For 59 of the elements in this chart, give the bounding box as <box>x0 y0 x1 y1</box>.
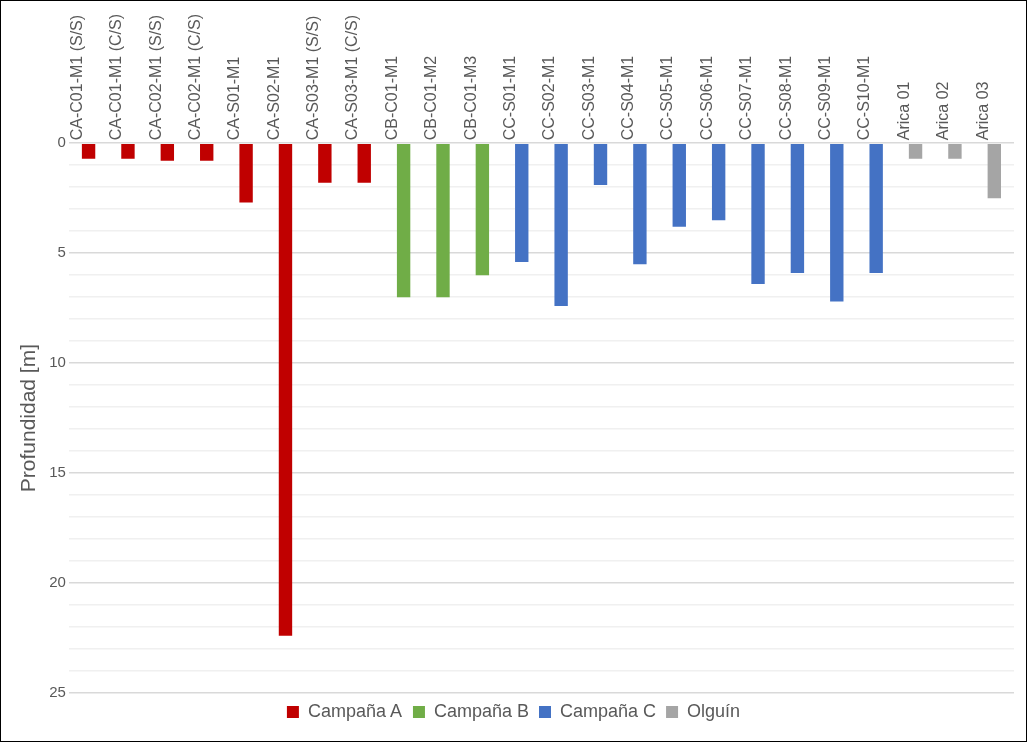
y-tick-label: 5 <box>57 243 66 261</box>
x-tick-label: Arica 03 <box>973 81 991 141</box>
x-tick-label: CC-S09-M1 <box>816 55 833 141</box>
bar <box>948 143 962 159</box>
bar <box>239 143 253 203</box>
bar <box>357 143 371 183</box>
x-tick-label: CC-S10-M1 <box>855 55 873 141</box>
x-tick-label: CC-S04-M1 <box>619 55 637 141</box>
bar <box>672 143 686 227</box>
bar <box>318 143 332 183</box>
bar <box>81 143 96 159</box>
x-tick-label: CA-S02-M1 <box>264 56 282 141</box>
x-tick-label: Arica 01 <box>894 81 912 141</box>
x-tick-label: Arica 02 <box>934 81 952 141</box>
bar <box>987 143 1002 199</box>
bar <box>711 143 726 221</box>
bar <box>830 143 844 302</box>
bar <box>554 143 568 306</box>
bar <box>396 143 411 298</box>
bar <box>908 143 923 159</box>
x-tick-label: CC-S05-M1 <box>658 55 676 141</box>
x-tick-label: CB-C01-M3 <box>461 55 479 141</box>
bar <box>436 143 450 298</box>
bar <box>160 143 175 161</box>
x-tick-label: CC-S01-M1 <box>500 55 518 141</box>
x-tick-label: CC-S08-M1 <box>776 55 794 141</box>
bar <box>751 143 765 284</box>
x-tick-label: CA-C01-M1 (S/S) <box>67 14 85 141</box>
legend-label: Campaña B <box>433 700 530 721</box>
bar <box>475 143 490 276</box>
x-tick-label: CC-S03-M1 <box>579 55 597 141</box>
y-tick-label: 10 <box>49 353 66 371</box>
x-tick-label: CC-S07-M1 <box>737 55 755 141</box>
x-tick-label: CA-C02-M1 (C/S) <box>185 14 203 141</box>
x-tick-label: CA-S03-M1 (C/S) <box>343 14 361 141</box>
x-tick-label: CA-S03-M1 (S/S) <box>304 15 322 141</box>
y-tick-label: 15 <box>49 463 66 481</box>
x-tick-label: CB-C01-M2 <box>422 55 440 141</box>
x-tick-label: CA-C02-M1 (S/S) <box>146 14 164 141</box>
bar <box>278 143 293 636</box>
legend-label: Campaña C <box>560 700 657 721</box>
y-tick-label: 0 <box>57 133 66 151</box>
legend-label: Olguín <box>687 700 741 721</box>
x-tick-label: CB-C01-M1 <box>382 55 400 141</box>
legend-label: Campaña A <box>307 700 402 721</box>
bar <box>633 143 647 265</box>
x-tick-label: CC-S02-M1 <box>540 55 558 141</box>
bar <box>790 143 805 273</box>
y-tick-label: 25 <box>49 683 66 701</box>
y-tick-label: 20 <box>49 573 66 591</box>
x-tick-label: CA-C01-M1 (C/S) <box>107 14 125 141</box>
bar <box>200 143 214 161</box>
bar <box>121 143 135 159</box>
bar <box>869 143 883 273</box>
bar <box>593 143 608 186</box>
bar <box>515 143 529 262</box>
x-tick-label: CA-S01-M1 <box>225 56 243 141</box>
x-tick-label: CC-S06-M1 <box>697 55 715 141</box>
y-axis-title: Profundidad [m] <box>16 343 40 493</box>
